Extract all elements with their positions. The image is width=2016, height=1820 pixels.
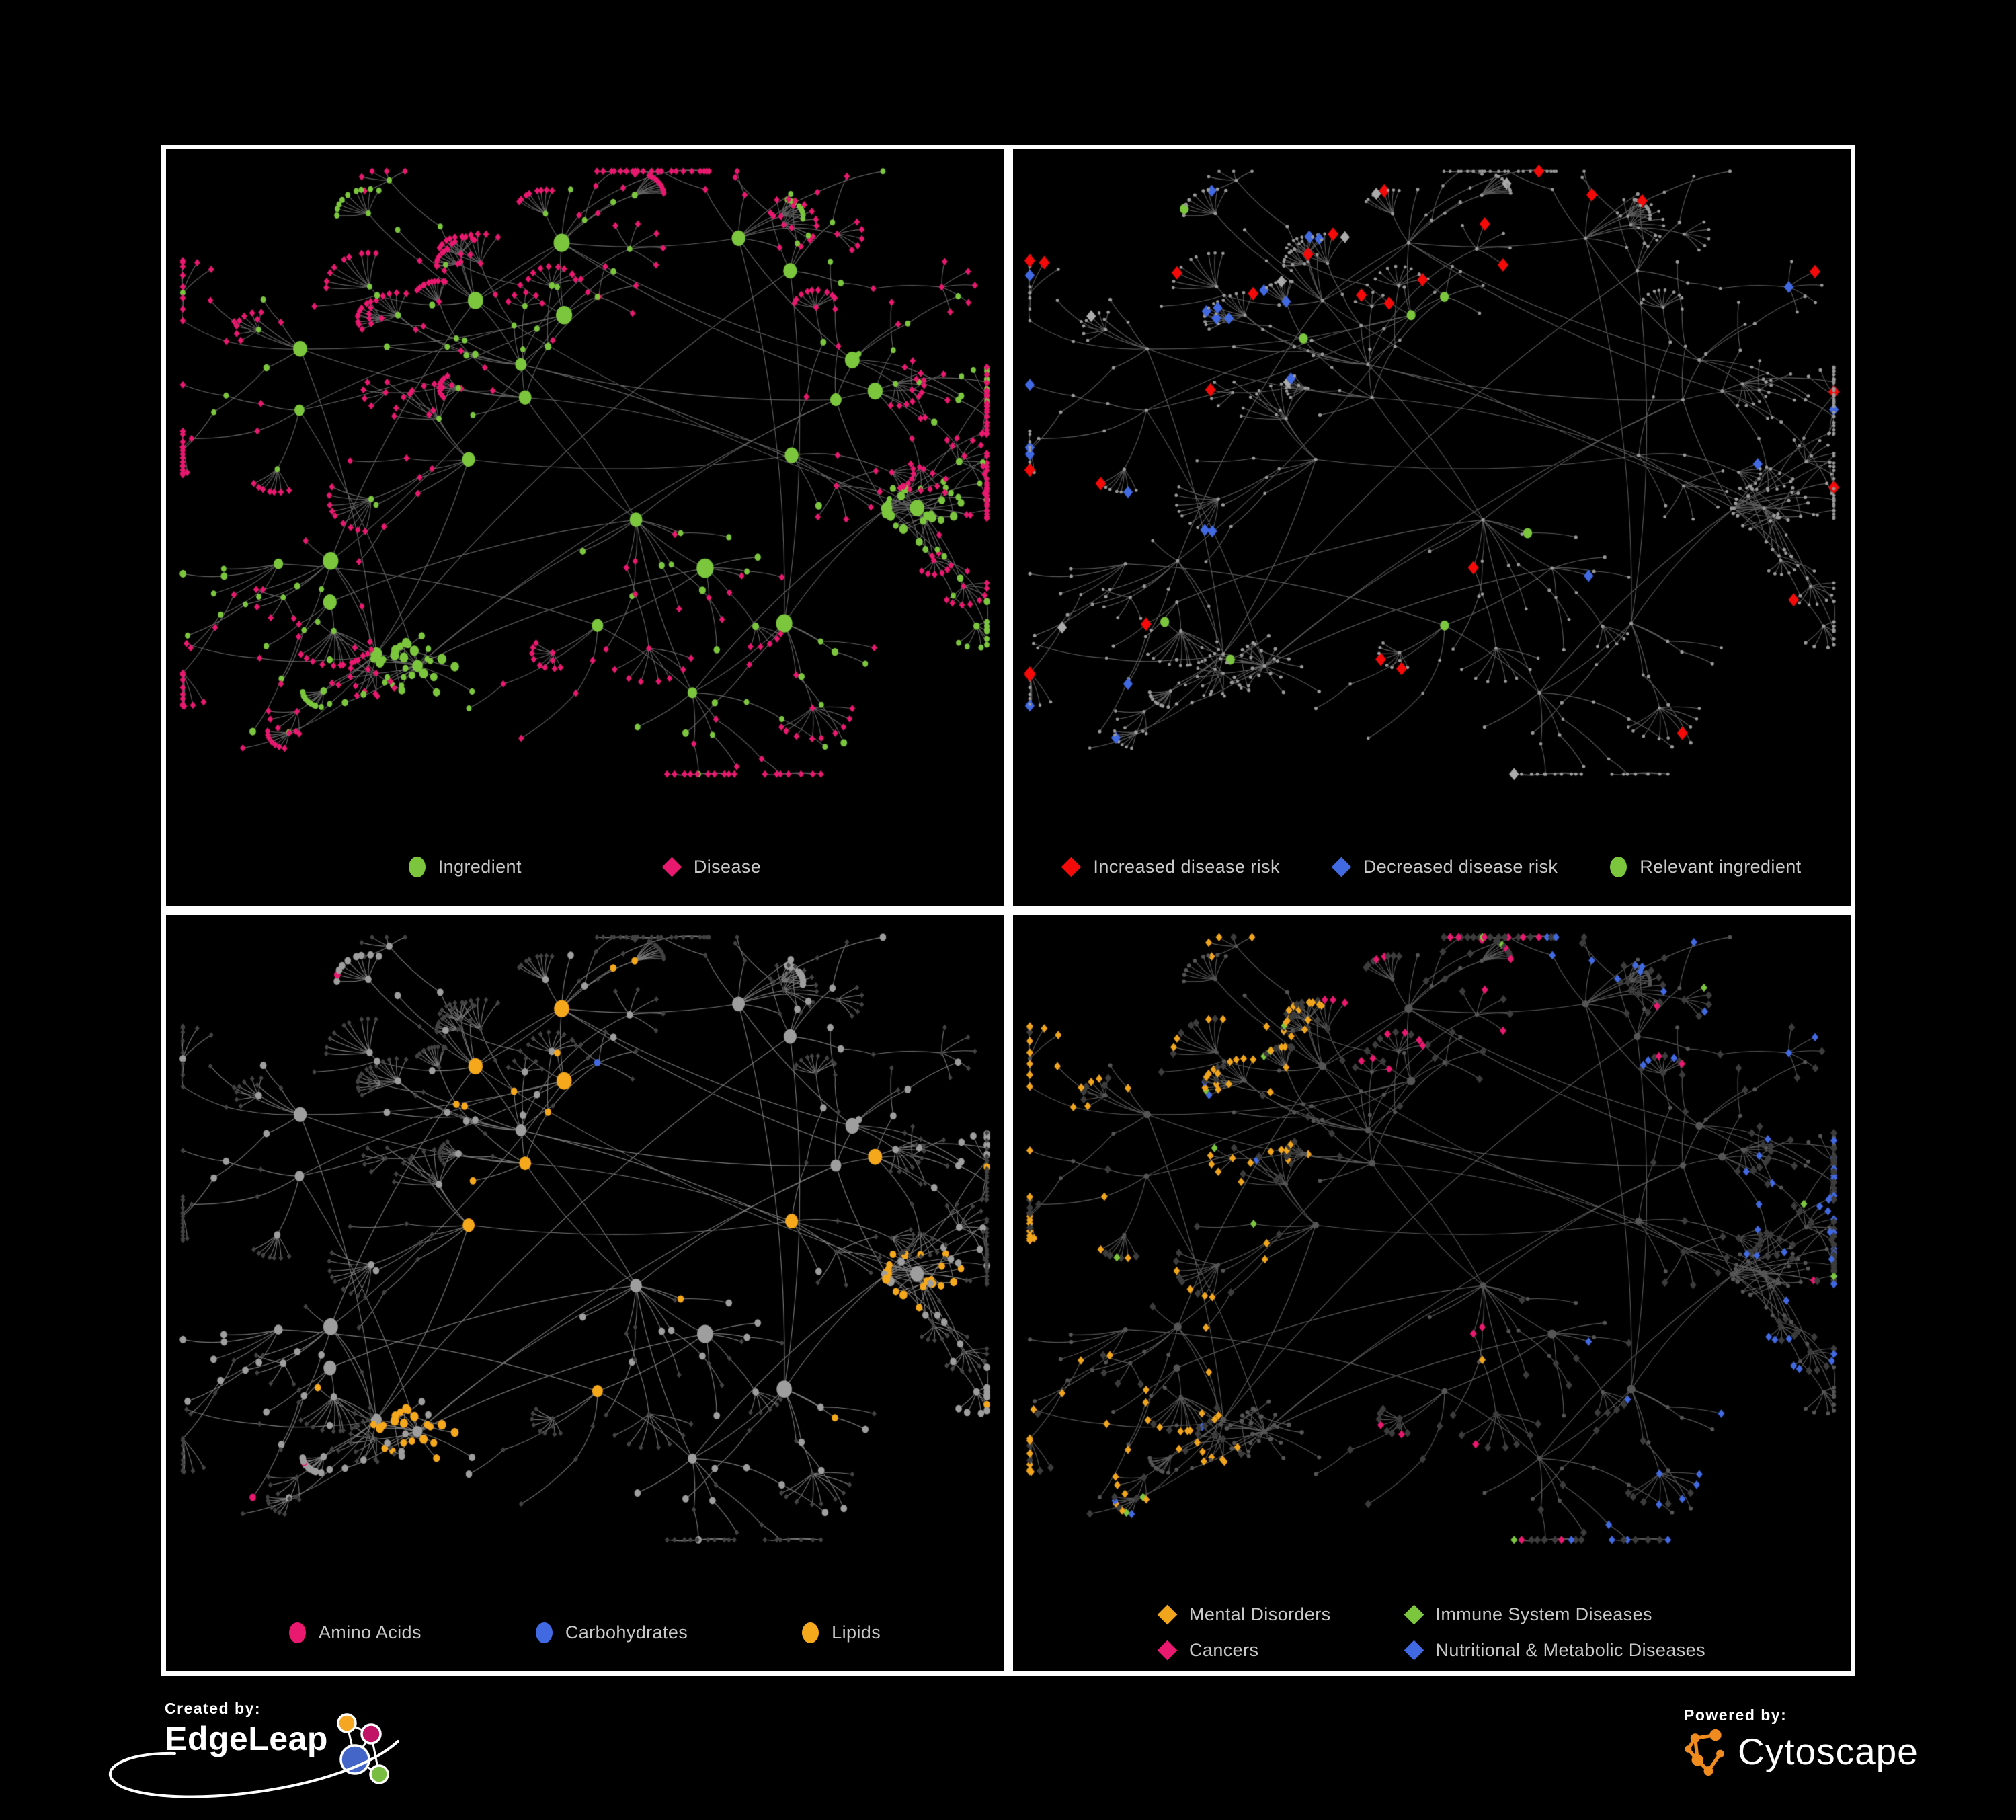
legend-item-lipids: Lipids xyxy=(802,1622,881,1643)
ingredient-disease-graph xyxy=(166,149,1004,906)
legend-item-nutritional-metabolic: Nutritional & Metabolic Diseases xyxy=(1404,1640,1705,1661)
mental-disorders-swatch xyxy=(1157,1604,1178,1625)
legend-item-decreased-risk: Decreased disease risk xyxy=(1331,857,1558,877)
legend-label: Increased disease risk xyxy=(1093,857,1280,877)
panel-disease-categories: Mental Disorders Immune System Diseases … xyxy=(1008,910,1855,1676)
legend-label: Nutritional & Metabolic Diseases xyxy=(1435,1640,1705,1660)
nutrient-graph xyxy=(166,915,1004,1671)
legend-item-increased-risk: Increased disease risk xyxy=(1061,857,1280,877)
panel-nutrients: Amino Acids Carbohydrates Lipids xyxy=(161,910,1008,1676)
cytoscape-logo-icon xyxy=(1685,1729,1724,1776)
legend-label: Amino Acids xyxy=(318,1622,421,1643)
amino-acids-swatch xyxy=(288,1622,306,1643)
legend-nutrients: Amino Acids Carbohydrates Lipids xyxy=(166,1622,1004,1643)
increased-risk-swatch xyxy=(1061,857,1082,877)
disease-category-graph xyxy=(1013,915,1851,1671)
legend-item-disease: Disease xyxy=(661,857,762,877)
legend-label: Relevant ingredient xyxy=(1640,857,1802,877)
powered-by-label: Powered by: xyxy=(1684,1706,1787,1724)
carbohydrates-swatch xyxy=(535,1622,553,1643)
legend-item-carbohydrates: Carbohydrates xyxy=(535,1622,688,1643)
disease-swatch xyxy=(661,857,682,877)
legend-label: Lipids xyxy=(832,1622,881,1643)
edgeleap-logo-icon xyxy=(337,1713,389,1784)
panel-disease-risk: Increased disease risk Decreased disease… xyxy=(1008,145,1855,910)
legend-label: Mental Disorders xyxy=(1189,1604,1331,1624)
panel-grid: Ingredient Disease Increased disease ris… xyxy=(161,145,1855,1676)
powered-by-block: Powered by: Cytoscape xyxy=(1684,1706,1919,1776)
legend-label: Cancers xyxy=(1189,1640,1259,1660)
disease-risk-graph xyxy=(1013,149,1851,906)
legend-item-cancers: Cancers xyxy=(1157,1640,1330,1661)
created-by-block: Created by: EdgeLeap xyxy=(108,1700,447,1814)
immune-diseases-swatch xyxy=(1404,1604,1424,1625)
lipids-swatch xyxy=(802,1622,819,1643)
legend-item-relevant-ingredient: Relevant ingredient xyxy=(1610,857,1801,877)
legend-item-immune-diseases: Immune System Diseases xyxy=(1404,1604,1705,1625)
legend-label: Immune System Diseases xyxy=(1435,1604,1652,1624)
legend-ingredient-disease: Ingredient Disease xyxy=(166,857,1004,877)
edgeleap-wordmark: EdgeLeap xyxy=(165,1720,328,1757)
legend-item-ingredient: Ingredient xyxy=(408,857,522,877)
relevant-ingredient-swatch xyxy=(1610,857,1627,877)
legend-label: Disease xyxy=(693,857,762,877)
legend-label: Ingredient xyxy=(438,857,522,877)
panel-ingredient-disease: Ingredient Disease xyxy=(161,145,1008,910)
created-by-label: Created by: xyxy=(165,1700,261,1717)
legend-label: Carbohydrates xyxy=(565,1622,688,1643)
legend-disease-risk: Increased disease risk Decreased disease… xyxy=(1013,857,1851,877)
legend-item-amino-acids: Amino Acids xyxy=(288,1622,421,1643)
cancers-swatch xyxy=(1157,1640,1178,1661)
legend-item-mental-disorders: Mental Disorders xyxy=(1157,1604,1331,1625)
ingredient-swatch xyxy=(408,857,426,877)
nutritional-metabolic-swatch xyxy=(1404,1640,1424,1661)
cytoscape-wordmark: Cytoscape xyxy=(1738,1731,1919,1772)
legend-label: Decreased disease risk xyxy=(1363,857,1558,877)
legend-disease-categories: Mental Disorders Immune System Diseases … xyxy=(1013,1604,1851,1661)
decreased-risk-swatch xyxy=(1331,857,1352,877)
